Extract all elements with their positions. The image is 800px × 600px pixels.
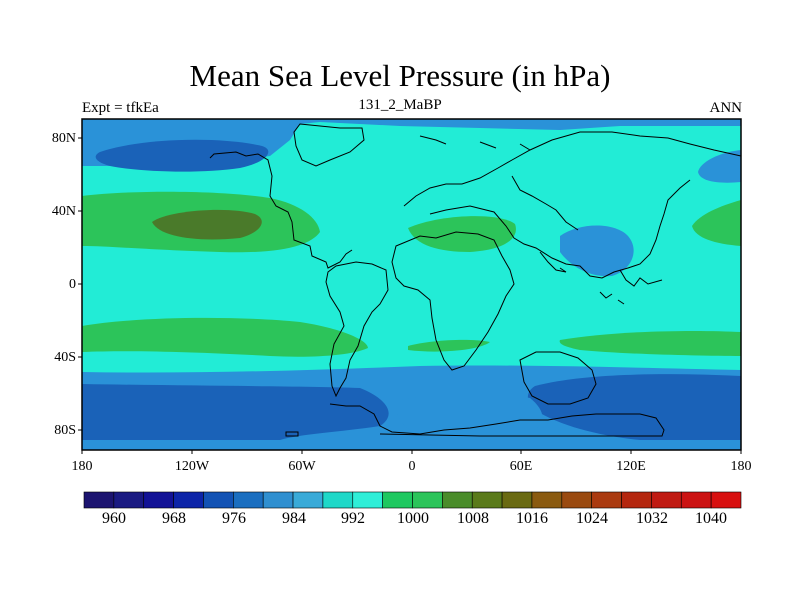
colorbar-box (262, 491, 294, 509)
colorbar-box (442, 491, 473, 509)
colorbar-label-1008: 1008 (457, 510, 489, 527)
north-atlantic-low (95, 139, 269, 172)
colorbar-box (471, 491, 503, 509)
colorbar-box (292, 491, 324, 509)
colorbar-box (173, 491, 204, 509)
lat-label-80n: 80N (51, 131, 76, 146)
colorbar-box (412, 491, 443, 509)
pressure-field (82, 119, 741, 450)
colorbar-box (113, 491, 145, 509)
colorbar-box (143, 491, 174, 509)
colorbar-box (680, 491, 712, 509)
lon-label-0: 0 (408, 459, 416, 474)
south-high-band-right (559, 330, 741, 356)
africa-coast (391, 231, 515, 371)
east-pacific-high (692, 200, 741, 246)
colorbar-label-1040: 1040 (695, 510, 727, 527)
small-islands-coast (285, 267, 625, 437)
lat-label-40n: 40N (51, 204, 76, 219)
colorbar-label-1016: 1016 (516, 510, 548, 527)
lat-label-80s: 80S (54, 423, 76, 438)
colorbar-label-1000: 1000 (397, 510, 429, 527)
colorbar-box (531, 491, 563, 509)
colorbar-box (561, 491, 592, 509)
north-america-coast (209, 151, 353, 269)
india-coast (539, 251, 567, 273)
colorbar-box (233, 491, 264, 509)
asian-low (560, 225, 634, 277)
colorbar-box (651, 491, 682, 509)
lon-label-120w: 120W (174, 459, 210, 474)
southern-ocean-low (82, 384, 389, 440)
arctic-islands-coast (419, 135, 531, 151)
colorbar-box (203, 491, 234, 509)
season-label: ANN (709, 100, 743, 116)
lon-label-120e: 120E (616, 459, 646, 474)
colorbar-box (501, 491, 533, 509)
colorbar-box (621, 491, 652, 509)
south-high-atlantic (408, 339, 490, 352)
southeast-asia-coast (619, 269, 663, 287)
mediterranean-high (408, 216, 516, 252)
asia-interior-coast (511, 175, 579, 231)
colorbar-box (710, 491, 742, 509)
greenland-coast (293, 123, 365, 167)
axis-ticks (78, 137, 742, 454)
lon-label-180e: 180 (730, 459, 752, 474)
north-high-core (152, 209, 262, 240)
colorbar-box (591, 491, 622, 509)
colorbar-box (83, 491, 115, 509)
antarctic-inner (396, 393, 543, 435)
lon-label-180w: 180 (71, 459, 93, 474)
colorbar (83, 491, 742, 509)
colorbar-label-976: 976 (222, 510, 246, 527)
colorbar-label-960: 960 (102, 510, 126, 527)
lat-label-40s: 40S (54, 350, 76, 365)
colorbar-label-992: 992 (341, 510, 365, 527)
colorbar-box (322, 491, 354, 509)
south-america-coast (325, 261, 389, 398)
colorbar-label-984: 984 (282, 510, 306, 527)
colorbar-box (382, 491, 413, 509)
north-pacific-low-right (698, 150, 741, 183)
coastlines (209, 123, 742, 437)
antarctica-coast (329, 403, 665, 437)
lon-label-60w: 60W (288, 459, 316, 474)
eurasia-south-coast (429, 179, 691, 279)
colorbar-label-968: 968 (162, 510, 186, 527)
plot-title: Mean Sea Level Pressure (in hPa) (189, 58, 611, 93)
lon-label-60e: 60E (509, 459, 533, 474)
run-label: 131_2_MaBP (358, 97, 442, 113)
colorbar-label-1032: 1032 (636, 510, 668, 527)
colorbar-label-1024: 1024 (576, 510, 608, 527)
colorbar-box (352, 491, 383, 509)
southern-ocean-low-east (527, 374, 741, 440)
experiment-label: Expt = tfkEa (82, 100, 159, 116)
south-high-band-left (82, 317, 368, 357)
australia-coast (519, 351, 597, 405)
lat-label-0: 0 (69, 277, 76, 292)
